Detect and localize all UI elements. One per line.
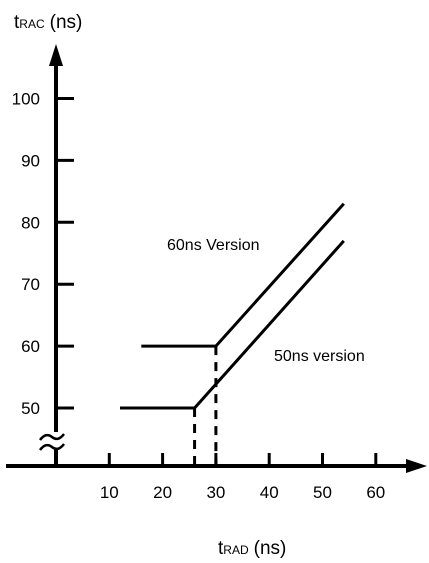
y-tick-label: 80: [21, 213, 40, 232]
reference-lines: [193, 346, 218, 466]
y-tick-label: 100: [12, 90, 40, 109]
y-axis-label: tRAC (ns): [14, 12, 82, 33]
ticks: 10 20 30 40 50 60 50 60 70 80 90 100: [12, 90, 386, 503]
axes: [6, 44, 427, 473]
x-tick-label: 40: [260, 483, 279, 502]
series-label-50ns: 50ns version: [274, 348, 365, 365]
series-lines: [120, 202, 345, 410]
y-axis-arrow-icon: [49, 44, 63, 66]
y-tick-label: 90: [21, 151, 40, 170]
x-tick-label: 50: [313, 483, 332, 502]
x-axis-label: tRAD (ns): [218, 538, 286, 559]
y-tick-label: 50: [21, 399, 40, 418]
y-tick-label: 70: [21, 275, 40, 294]
x-axis-arrow-icon: [406, 459, 427, 473]
series-line-60ns: [141, 202, 345, 348]
series-line-50ns: [120, 239, 345, 410]
x-tick-label: 20: [153, 483, 172, 502]
y-axis-break-icon: [38, 432, 74, 451]
x-tick-label: 10: [100, 483, 119, 502]
x-tick-label: 30: [206, 483, 225, 502]
series-label-60ns: 60ns Version: [167, 237, 260, 254]
y-tick-label: 60: [21, 337, 40, 356]
x-tick-label: 60: [366, 483, 385, 502]
